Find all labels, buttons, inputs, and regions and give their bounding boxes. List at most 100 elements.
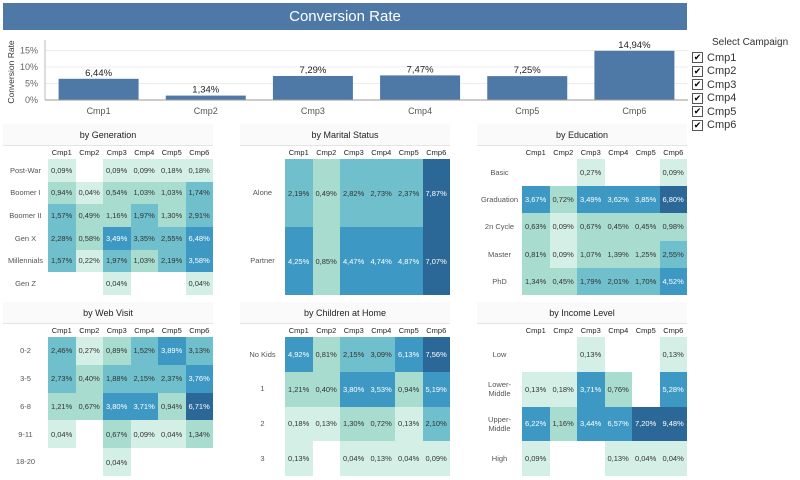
heatmap-title: by Web Visit xyxy=(3,302,213,324)
heatmap-cell: 6,71% xyxy=(185,392,213,421)
column-header: Cmp4 xyxy=(371,326,392,335)
campaign-filter-item-cmp3[interactable]: ✔ Cmp3 xyxy=(692,78,798,92)
campaign-filter-item-cmp6[interactable]: ✔ Cmp6 xyxy=(692,119,798,133)
heatmap-cell: 3,67% xyxy=(522,186,550,214)
bar-value-label: 6,44% xyxy=(85,68,112,79)
heatmap-cell: 0,18% xyxy=(285,406,313,442)
heatmap-by-education: by Education Cmp1 Cmp2 Cmp3 Cmp4 Cmp5 Cmp6 Bas… xyxy=(477,124,687,295)
checkbox-icon[interactable]: ✔ xyxy=(692,106,703,118)
checkbox-icon[interactable]: ✔ xyxy=(692,92,703,104)
bar xyxy=(380,75,461,100)
heatmap-cell: 0,09% xyxy=(103,159,131,182)
heatmap-cell: 5,19% xyxy=(422,371,450,407)
heatmap-cell: 1,34% xyxy=(185,420,213,449)
heatmap-cell: 0,13% xyxy=(285,441,313,476)
column-header: Cmp5 xyxy=(161,326,182,335)
x-tick-label: Cmp6 xyxy=(622,106,646,116)
heatmap-cell: 0,13% xyxy=(577,337,605,372)
campaign-filter-item-cmp1[interactable]: ✔ Cmp1 xyxy=(692,51,798,65)
row-label: Lower- Middle xyxy=(488,379,511,399)
checkbox-icon[interactable]: ✔ xyxy=(692,65,703,77)
checkbox-icon[interactable]: ✔ xyxy=(692,119,703,131)
heatmap-cell: 0,63% xyxy=(522,213,550,241)
heatmap-title: by Education xyxy=(477,124,687,146)
heatmap-cell: 6,22% xyxy=(522,406,550,442)
column-header: Cmp2 xyxy=(316,326,337,335)
heatmap-cell: 6,57% xyxy=(604,406,632,442)
campaign-filter-item-cmp5[interactable]: ✔ Cmp5 xyxy=(692,105,798,119)
heatmap-by-web-visit: by Web Visit Cmp1 Cmp2 Cmp3 Cmp4 Cmp5 Cmp6 0-2… xyxy=(3,302,213,476)
x-tick-label: Cmp4 xyxy=(408,106,432,116)
heatmap-cell: 0,27% xyxy=(577,159,605,187)
heatmap-cell: 0,67% xyxy=(103,420,131,449)
row-label: Partner xyxy=(250,256,275,266)
campaign-filter-item-cmp2[interactable]: ✔ Cmp2 xyxy=(692,65,798,79)
heatmap-cell: 1,16% xyxy=(103,204,131,227)
x-tick-label: Cmp3 xyxy=(301,106,325,116)
heatmap-cell: 1,30% xyxy=(340,406,368,442)
row-label: Alone xyxy=(252,188,273,198)
column-header: Cmp1 xyxy=(525,148,546,157)
heatmap-cell: 3,80% xyxy=(103,392,131,421)
column-header: Cmp1 xyxy=(525,326,546,335)
heatmap-cell: 0,09% xyxy=(522,441,550,476)
heatmap-cell: 0,13% xyxy=(522,371,550,407)
heatmap-cell: 3,76% xyxy=(185,364,213,393)
heatmap-cell: 0,40% xyxy=(75,364,103,393)
heatmap-cell: 1,21% xyxy=(285,371,313,407)
heatmap-cell: 1,57% xyxy=(48,204,76,227)
checkbox-icon[interactable]: ✔ xyxy=(692,52,703,64)
heatmap-cell: 2,01% xyxy=(604,267,632,295)
column-header: Cmp6 xyxy=(663,148,684,157)
column-header: Cmp2 xyxy=(79,326,100,335)
heatmap-title: by Income Level xyxy=(477,302,687,324)
heatmap-cell: 0,09% xyxy=(549,213,577,241)
heatmap-cell: 0,13% xyxy=(367,441,395,476)
heatmap-cell: 0,72% xyxy=(549,186,577,214)
heatmap-cell: 4,74% xyxy=(367,227,395,295)
heatmap-cell: 1,79% xyxy=(577,267,605,295)
heatmap-cell: 3,85% xyxy=(632,186,660,214)
column-header: Cmp4 xyxy=(608,148,629,157)
heatmap-cell: 0,13% xyxy=(395,406,423,442)
checkbox-icon[interactable]: ✔ xyxy=(692,79,703,91)
heatmap-cell: 1,30% xyxy=(158,204,186,227)
heatmap-cell: 4,47% xyxy=(340,227,368,295)
heatmap-cell: 0,09% xyxy=(549,240,577,268)
heatmap-cell: 3,58% xyxy=(185,249,213,273)
heatmap-cell: 4,52% xyxy=(659,267,687,295)
heatmap-cell: 0,85% xyxy=(312,227,340,295)
heatmap-cell: 1,97% xyxy=(130,204,158,227)
heatmap-cell: 2,19% xyxy=(158,249,186,273)
column-header: Cmp2 xyxy=(79,148,100,157)
heatmap-cell: 0,98% xyxy=(659,213,687,241)
heatmap-cell: 2,28% xyxy=(48,227,76,250)
x-tick-label: Cmp1 xyxy=(87,106,111,116)
heatmap-cell: 0,45% xyxy=(604,213,632,241)
heatmap-cell: 0,04% xyxy=(75,181,103,205)
heatmap-cell: 0,67% xyxy=(577,213,605,241)
column-header: Cmp3 xyxy=(343,326,364,335)
heatmap-cell: 2,55% xyxy=(158,227,186,250)
column-header: Cmp5 xyxy=(635,148,656,157)
row-label: Millennials xyxy=(7,256,43,266)
row-label: 18-20 xyxy=(15,457,36,467)
row-label: No Kids xyxy=(249,349,276,359)
row-label: 2 xyxy=(260,419,265,429)
row-label: 2n Cycle xyxy=(484,222,515,232)
column-header: Cmp3 xyxy=(106,148,127,157)
row-label: Gen X xyxy=(14,233,37,243)
heatmap-cell: 1,52% xyxy=(130,337,158,365)
campaign-filter-label: Cmp4 xyxy=(707,92,737,105)
dashboard-title: Conversion Rate xyxy=(3,3,687,30)
heatmap-cell: 0,13% xyxy=(604,441,632,476)
campaign-filter-item-cmp4[interactable]: ✔ Cmp4 xyxy=(692,92,798,106)
heatmap-cell: 0,13% xyxy=(659,337,687,372)
heatmap-cell: 0,04% xyxy=(48,420,76,449)
heatmap-cell: 7,07% xyxy=(422,227,450,295)
heatmap-cell: 0,94% xyxy=(158,392,186,421)
heatmap-cell: 0,27% xyxy=(75,337,103,365)
column-header: Cmp3 xyxy=(580,326,601,335)
heatmap-cell: 0,54% xyxy=(103,181,131,205)
column-header: Cmp2 xyxy=(553,326,574,335)
